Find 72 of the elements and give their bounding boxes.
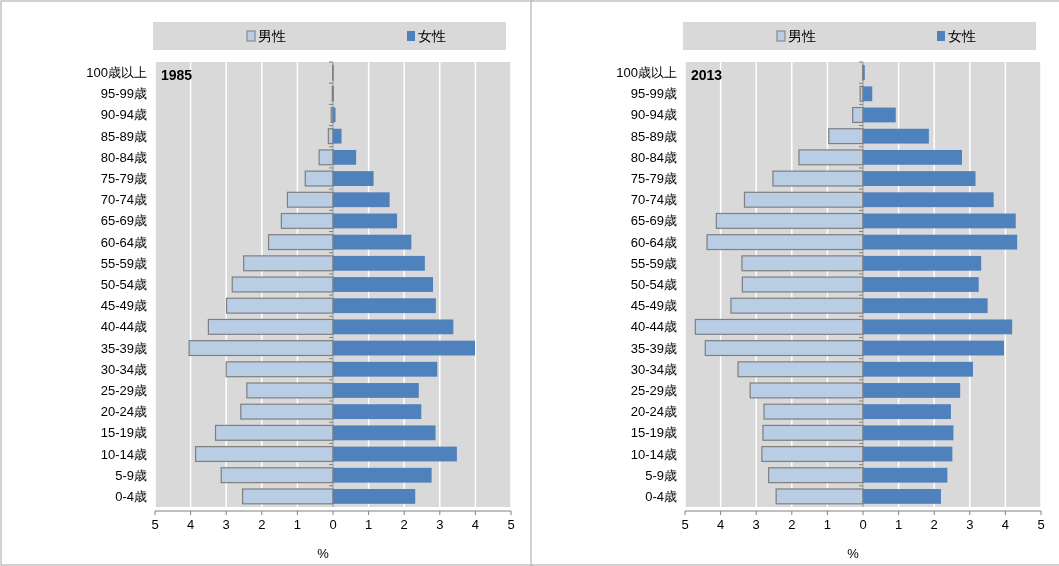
y-tick-label: 75-79歳	[630, 171, 677, 187]
y-tick-label: 55-59歳	[630, 255, 677, 271]
y-tick-label: 65-69歳	[100, 213, 147, 229]
y-tick-label: 50-54歳	[100, 277, 147, 292]
y-tick-label: 80-84歳	[100, 149, 147, 165]
x-tick-label: 0	[859, 517, 867, 532]
y-tick-label: 0-4歳	[645, 488, 677, 504]
x-tick-label: 1	[894, 517, 903, 532]
y-tick-label: 75-79歳	[100, 171, 147, 187]
chart-title: 1985	[161, 67, 193, 83]
x-tick-label: 3	[966, 517, 974, 532]
y-tick-label: 85-89歳	[100, 128, 147, 144]
y-tick-label: 10-14歳	[630, 446, 677, 462]
y-tick-label: 60-64歳	[630, 234, 677, 250]
y-tick-label: 15-19歳	[100, 425, 147, 441]
y-tick-label: 60-64歳	[100, 234, 147, 250]
y-tick-label: 20-24歳	[630, 404, 677, 420]
x-tick-label: 5	[151, 517, 159, 532]
y-tick-label: 40-44歳	[100, 319, 147, 335]
y-tick-label: 100歳以上	[616, 65, 677, 81]
y-tick-label: 0-4歳	[115, 488, 147, 504]
y-tick-label: 40-44歳	[630, 319, 677, 335]
x-tick-label: 3	[222, 517, 230, 532]
y-tick-label: 5-9歳	[645, 467, 677, 483]
y-tick-label: 65-69歳	[630, 213, 677, 229]
x-tick-label: 3	[752, 517, 760, 532]
x-tick-label: 2	[258, 517, 266, 532]
y-tick-label: 25-29歳	[100, 382, 147, 398]
chart-title: 2013	[691, 67, 723, 83]
x-axis-title: %	[317, 546, 330, 561]
y-tick-label: 30-34歳	[630, 361, 677, 377]
y-tick-label: 90-94歳	[100, 107, 147, 123]
x-tick-label: 5	[507, 517, 515, 532]
y-tick-label: 100歳以上	[86, 65, 147, 81]
x-tick-label: 2	[400, 517, 408, 532]
x-tick-label: 3	[436, 517, 444, 532]
y-tick-label: 45-49歳	[630, 298, 677, 314]
y-tick-label: 95-99歳	[100, 86, 147, 102]
x-tick-label: 0	[329, 517, 337, 532]
y-tick-label: 25-29歳	[630, 382, 677, 398]
x-tick-label: 2	[788, 517, 796, 532]
y-tick-label: 5-9歳	[115, 467, 147, 483]
x-axis-title: %	[847, 546, 860, 561]
y-tick-label: 70-74歳	[100, 192, 147, 208]
x-tick-label: 5	[681, 517, 689, 532]
legend-label: 男性	[788, 28, 816, 44]
y-tick-label: 30-34歳	[100, 361, 147, 377]
y-tick-label: 10-14歳	[100, 446, 147, 462]
y-tick-label: 45-49歳	[100, 298, 147, 314]
y-tick-label: 55-59歳	[100, 255, 147, 271]
y-tick-label: 35-39歳	[630, 340, 677, 356]
legend-label: 女性	[948, 28, 976, 44]
x-tick-label: 4	[1001, 517, 1010, 532]
x-tick-label: 1	[364, 517, 373, 532]
x-tick-label: 4	[716, 517, 725, 532]
x-tick-label: 4	[186, 517, 195, 532]
y-tick-label: 70-74歳	[630, 192, 677, 208]
y-tick-label: 35-39歳	[100, 340, 147, 356]
x-tick-label: 5	[1037, 517, 1045, 532]
y-tick-label: 90-94歳	[630, 107, 677, 123]
y-tick-label: 80-84歳	[630, 149, 677, 165]
y-tick-label: 20-24歳	[100, 404, 147, 420]
legend-label: 男性	[258, 28, 286, 44]
x-tick-label: 1	[823, 517, 832, 532]
y-tick-label: 15-19歳	[630, 425, 677, 441]
x-tick-label: 4	[471, 517, 480, 532]
y-tick-label: 50-54歳	[630, 277, 677, 292]
x-tick-label: 2	[930, 517, 938, 532]
x-tick-label: 1	[293, 517, 302, 532]
y-tick-label: 95-99歳	[630, 86, 677, 102]
y-tick-label: 85-89歳	[630, 128, 677, 144]
legend-label: 女性	[418, 28, 446, 44]
